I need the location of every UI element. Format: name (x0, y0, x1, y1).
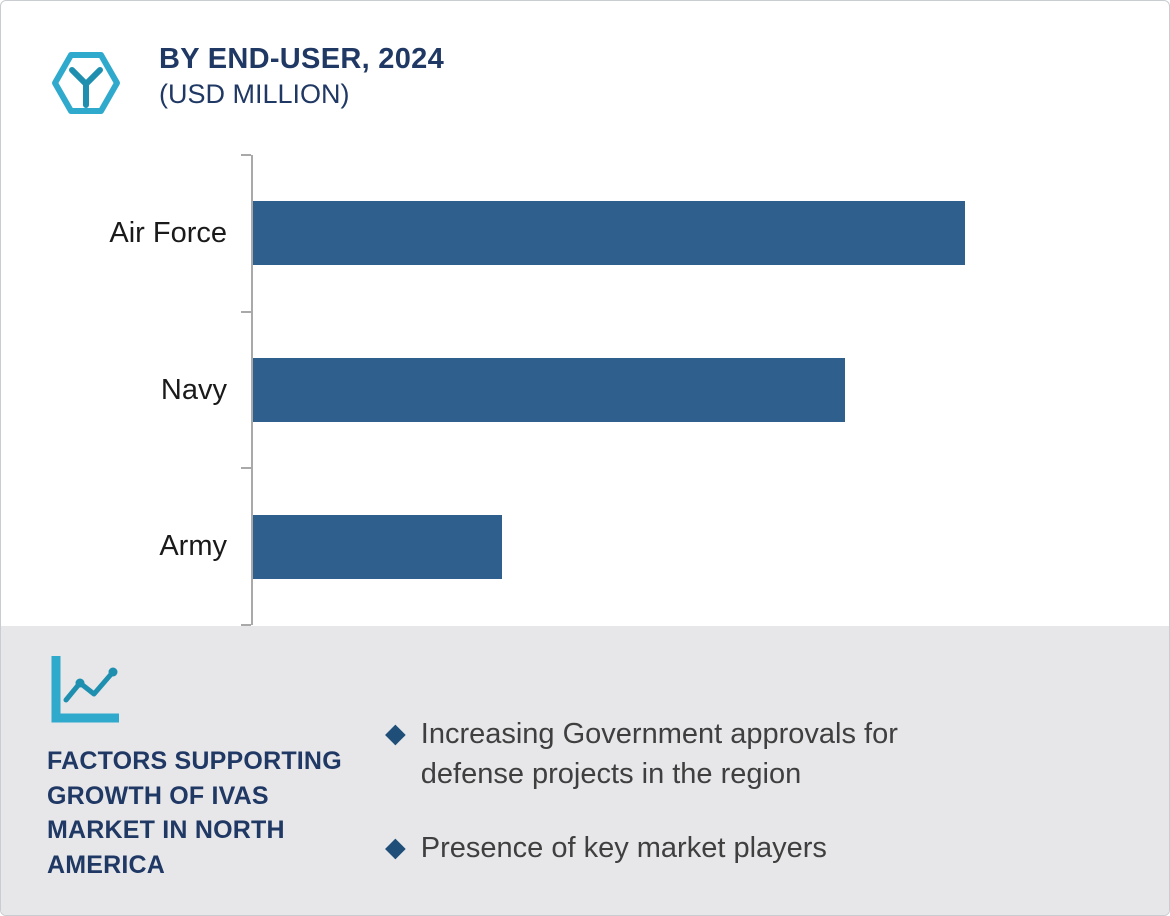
factor-bullet-text: Presence of key market players (420, 832, 827, 865)
diamond-bullet-icon: ◆ (385, 718, 406, 748)
bar-air-force (253, 201, 965, 266)
diamond-bullet-icon: ◆ (385, 832, 406, 863)
title-block: BY END-USER, 2024 (USD MILLION) (159, 43, 444, 110)
line-chart-icon (47, 652, 385, 726)
bar-navy (253, 358, 845, 422)
chart-subtitle: (USD MILLION) (159, 79, 350, 109)
bar-chart: Air Force Navy Army (47, 154, 1169, 626)
factor-bullet-item: ◆ Increasing Government approvals for def… (385, 714, 1001, 794)
axis-tick (241, 467, 251, 470)
bar-army (253, 514, 503, 579)
factor-bullet-text: Increasing Government approvals for defe… (420, 718, 898, 791)
hexagon-logo-icon (47, 43, 125, 123)
category-axis-labels: Air Force Navy Army (47, 155, 227, 625)
category-label-army: Army (159, 530, 227, 563)
axis-tick (241, 154, 251, 156)
plot-area (241, 154, 1143, 626)
factors-bullet-list: ◆ Increasing Government approvals for def… (385, 652, 1001, 915)
factors-panel: FACTORS SUPPORTING GROWTH OF IVAS MARKET… (1, 626, 1169, 915)
chart-band (253, 155, 1143, 312)
axis-tick (241, 310, 251, 313)
category-label-air-force: Air Force (109, 216, 227, 249)
factors-heading: FACTORS SUPPORTING GROWTH OF IVAS MARKET… (47, 747, 342, 879)
chart-header: BY END-USER, 2024 (USD MILLION) (47, 43, 1169, 123)
chart-band (253, 468, 1143, 625)
factor-bullet-item: ◆ Presence of key market players (385, 828, 1001, 868)
chart-title: BY END-USER, 2024 (159, 43, 445, 75)
chart-band (253, 312, 1143, 469)
factors-left-column: FACTORS SUPPORTING GROWTH OF IVAS MARKET… (47, 652, 385, 915)
chart-section: BY END-USER, 2024 (USD MILLION) Air Forc… (1, 1, 1169, 626)
category-label-navy: Navy (160, 373, 227, 406)
axis-tick (241, 624, 251, 626)
